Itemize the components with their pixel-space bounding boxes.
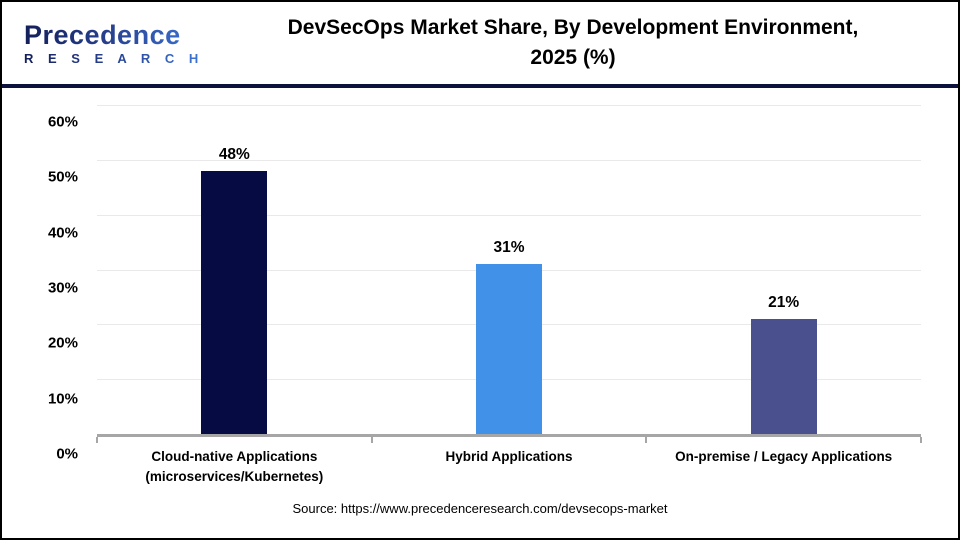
bar-2 (476, 264, 542, 434)
precedence-research-logo: Precedence R E S E A R C H (12, 21, 212, 65)
y-tick-label: 0% (56, 445, 78, 463)
y-tick-label: 40% (47, 224, 78, 242)
category-label: Cloud-native Applications (microservices… (145, 449, 324, 485)
bar-3 (750, 318, 817, 434)
chart-title-line2: 2025 (%) (530, 46, 616, 69)
y-tick-label: 50% (47, 168, 78, 186)
y-tick-label: 30% (47, 279, 78, 297)
gridline (97, 214, 921, 216)
x-axis-tick (920, 437, 922, 443)
gridline (97, 105, 921, 106)
y-tick-label: 60% (47, 113, 78, 131)
plot-area: 48% 31% 21% (96, 105, 922, 443)
bar-value-label: 48% (218, 145, 250, 163)
y-tick-label: 20% (47, 334, 78, 352)
bar-value-label: 21% (768, 293, 800, 311)
x-axis-tick (96, 437, 98, 443)
x-axis-labels: Cloud-native Applications (microservices… (97, 437, 921, 488)
chart-title: DevSecOps Market Share, By Development E… (212, 13, 948, 74)
bar-value-label: 31% (493, 239, 525, 257)
source-attribution: Source: https://www.precedenceresearch.c… (292, 500, 668, 516)
gridline (97, 159, 921, 161)
chart-title-line1: DevSecOps Market Share, By Development E… (287, 15, 859, 39)
y-axis-labels: 0% 10% 20% 30% 40% 50% 60% (2, 114, 88, 463)
header: Precedence R E S E A R C H DevSecOps Mar… (2, 2, 958, 84)
bar-1 (201, 170, 268, 434)
x-axis-tick (370, 437, 373, 443)
logo-wordmark: Precedence (24, 21, 212, 49)
category-label: Hybrid Applications (445, 449, 573, 464)
category-label: On-premise / Legacy Applications (675, 449, 893, 464)
logo-subtitle: R E S E A R C H (24, 52, 212, 65)
header-divider (2, 84, 958, 88)
x-axis-tick (645, 437, 648, 443)
y-tick-label: 10% (47, 390, 78, 408)
bar-chart: 0% 10% 20% 30% 40% 50% 60% 48% 31% 21% Cloud-nat… (2, 105, 958, 488)
